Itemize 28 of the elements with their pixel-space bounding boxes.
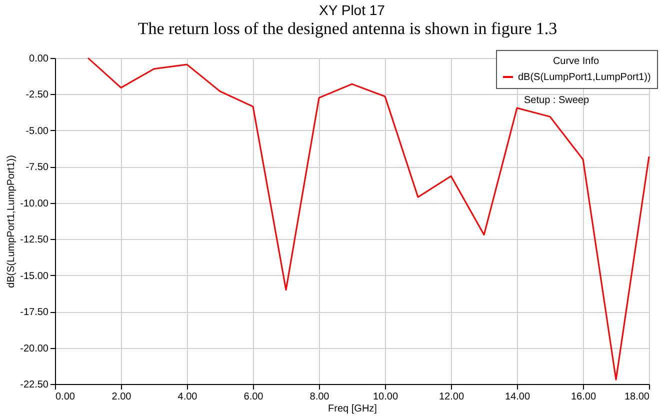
annotation: Setup : Sweep	[524, 95, 590, 106]
x-tick-label: 16.00	[570, 392, 596, 402]
text: The return loss of the designed antenna is shown in figure 1.3	[138, 19, 558, 38]
x-tick-label: 6.00	[244, 392, 264, 402]
legend-label: dB(S(LumpPort1,LumpPort1))	[518, 72, 651, 83]
y-tick-label: -5.00	[26, 126, 49, 137]
x-tick-label: 18.00	[624, 392, 650, 402]
x-tick-label: 10.00	[372, 392, 398, 402]
y-tick-label: -22.50	[20, 380, 49, 390]
y-tick-label: -12.50	[20, 234, 49, 246]
y-tick-label: -7.50	[26, 162, 49, 174]
y-tick-label: -20.00	[20, 343, 49, 354]
x-tick-label: 8.00	[310, 392, 330, 402]
y-tick-label: -2.50	[26, 90, 49, 101]
y-tick-label: -17.50	[20, 307, 49, 318]
x-axis-title: Freq [GHz]	[328, 404, 378, 414]
chart-title: XY Plot 17	[319, 2, 386, 18]
line-series	[87, 57, 650, 380]
x-tick-label: 2.00	[112, 392, 132, 402]
x-tick-label: 0.00	[56, 392, 76, 402]
x-tick-label: 14.00	[504, 392, 530, 402]
legend-title: Curve Info	[552, 56, 600, 67]
y-tick-label: -15.00	[20, 270, 49, 282]
y-axis-title: dB(S(LumpPort1,LumpPort1))	[6, 155, 18, 288]
y-tick-label: -10.00	[20, 198, 49, 210]
x-tick-label: 12.00	[438, 392, 464, 402]
x-tick-label: 4.00	[178, 392, 198, 402]
y-tick-label: 0.00	[29, 54, 49, 64]
